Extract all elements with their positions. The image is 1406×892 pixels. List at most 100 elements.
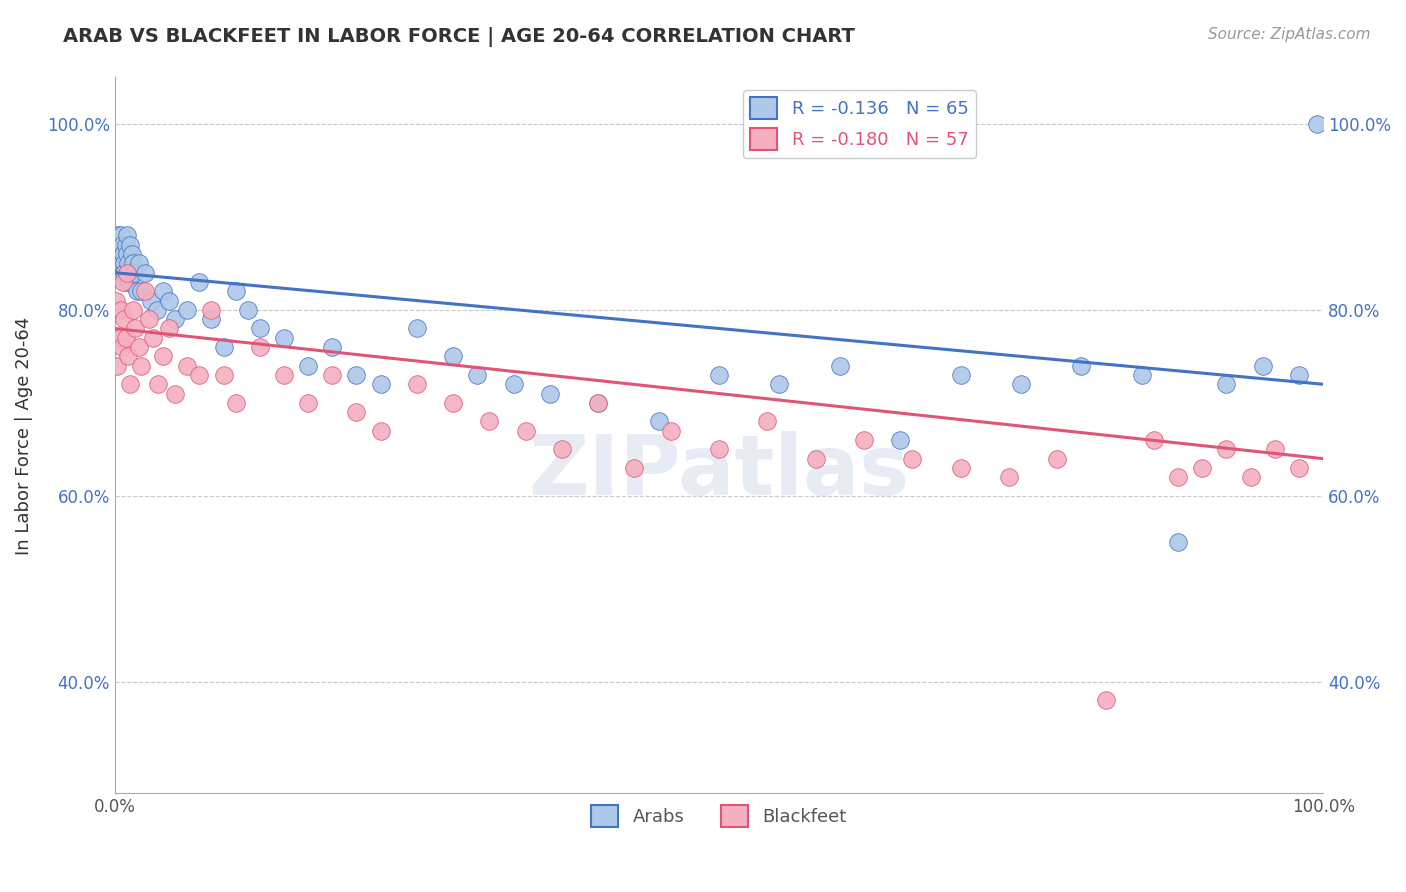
Point [105, 359, 128, 373]
Point [804, 451, 827, 466]
Point [138, 312, 160, 326]
Point [117, 256, 139, 270]
Point [1130, 368, 1153, 382]
Point [112, 275, 135, 289]
Point [115, 266, 138, 280]
Point [441, 350, 464, 364]
Point [321, 368, 343, 382]
Point [212, 368, 235, 382]
Point [889, 433, 911, 447]
Point [249, 340, 271, 354]
Point [1306, 117, 1329, 131]
Point [1288, 368, 1310, 382]
Point [110, 247, 132, 261]
Point [104, 237, 127, 252]
Point [114, 237, 136, 252]
Point [152, 285, 174, 299]
Point [120, 237, 142, 252]
Point [122, 266, 145, 280]
Text: Source: ZipAtlas.com: Source: ZipAtlas.com [1208, 27, 1371, 42]
Point [998, 470, 1021, 484]
Point [131, 285, 153, 299]
Point [1070, 359, 1092, 373]
Point [107, 266, 129, 280]
Point [134, 285, 156, 299]
Point [200, 302, 222, 317]
Point [118, 275, 141, 289]
Point [405, 377, 427, 392]
Point [659, 424, 682, 438]
Point [157, 321, 180, 335]
Point [188, 368, 211, 382]
Point [586, 396, 609, 410]
Point [273, 368, 295, 382]
Point [108, 237, 131, 252]
Point [122, 302, 145, 317]
Point [465, 368, 488, 382]
Point [346, 368, 368, 382]
Point [370, 377, 392, 392]
Y-axis label: In Labor Force | Age 20-64: In Labor Force | Age 20-64 [15, 317, 32, 555]
Point [200, 312, 222, 326]
Point [112, 312, 135, 326]
Point [297, 396, 319, 410]
Point [108, 256, 131, 270]
Point [1094, 693, 1116, 707]
Point [1239, 470, 1261, 484]
Point [551, 442, 574, 457]
Point [125, 285, 148, 299]
Point [108, 331, 131, 345]
Point [1010, 377, 1032, 392]
Point [768, 377, 790, 392]
Point [901, 451, 924, 466]
Point [225, 285, 247, 299]
Point [104, 293, 127, 308]
Point [441, 396, 464, 410]
Point [405, 321, 427, 335]
Point [538, 386, 561, 401]
Point [165, 386, 187, 401]
Point [128, 340, 150, 354]
Point [1167, 535, 1189, 549]
Point [142, 331, 165, 345]
Point [112, 247, 135, 261]
Point [165, 312, 187, 326]
Point [949, 368, 972, 382]
Point [852, 433, 875, 447]
Point [828, 359, 851, 373]
Point [756, 414, 779, 428]
Text: ARAB VS BLACKFEET IN LABOR FORCE | AGE 20-64 CORRELATION CHART: ARAB VS BLACKFEET IN LABOR FORCE | AGE 2… [63, 27, 855, 46]
Point [115, 228, 138, 243]
Point [370, 424, 392, 438]
Point [112, 266, 135, 280]
Point [105, 247, 128, 261]
Point [707, 368, 730, 382]
Point [120, 377, 142, 392]
Point [111, 340, 134, 354]
Point [297, 359, 319, 373]
Point [1143, 433, 1166, 447]
Point [157, 293, 180, 308]
Point [1215, 377, 1237, 392]
Point [949, 461, 972, 475]
Point [515, 424, 537, 438]
Point [152, 350, 174, 364]
Point [146, 302, 169, 317]
Point [131, 359, 153, 373]
Point [111, 237, 134, 252]
Point [148, 377, 170, 392]
Point [176, 359, 198, 373]
Point [273, 331, 295, 345]
Point [115, 247, 138, 261]
Point [134, 266, 156, 280]
Point [124, 321, 146, 335]
Point [188, 275, 211, 289]
Point [502, 377, 524, 392]
Point [225, 396, 247, 410]
Point [112, 256, 135, 270]
Legend: Arabs, Blackfeet: Arabs, Blackfeet [583, 798, 853, 834]
Point [1215, 442, 1237, 457]
Point [114, 331, 136, 345]
Point [122, 256, 145, 270]
Point [110, 228, 132, 243]
